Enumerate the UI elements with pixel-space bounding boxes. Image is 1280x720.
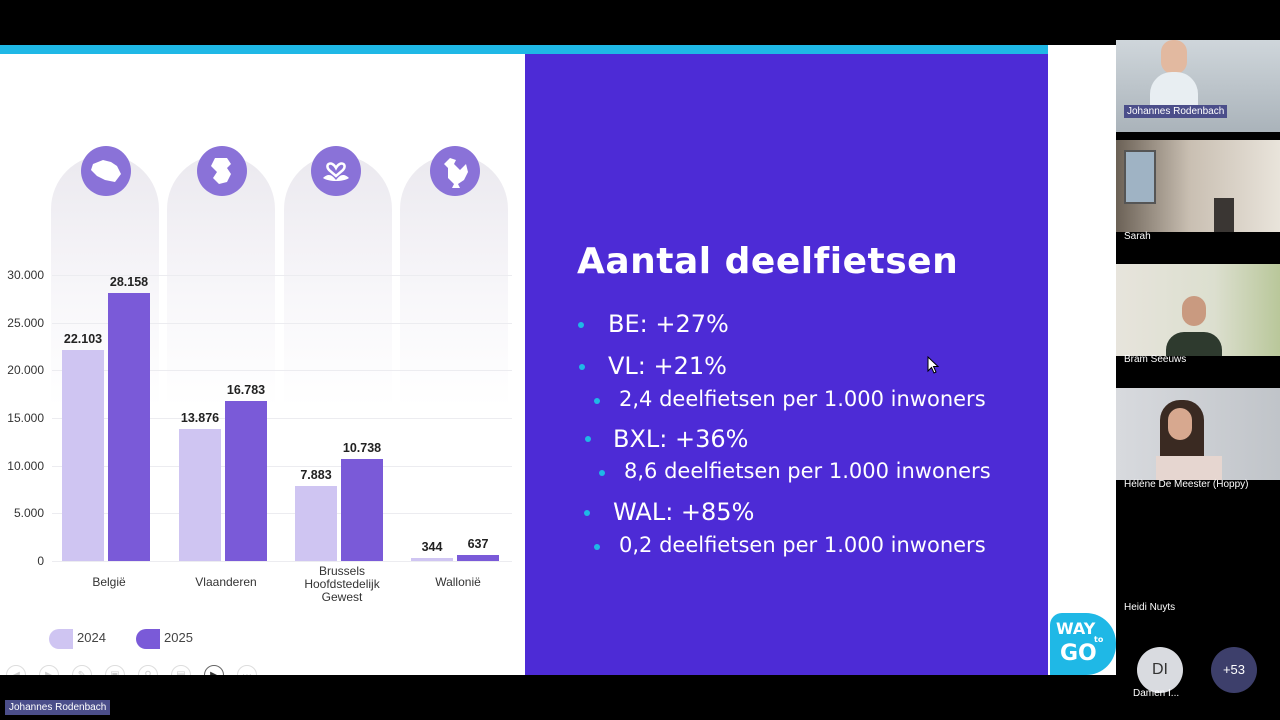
slide-title: Aantal deelfietsen (577, 241, 959, 282)
zoom-icon[interactable]: ⚲ (138, 665, 158, 675)
video-tile-helene[interactable] (1116, 388, 1280, 480)
bullet-vl-detail: 2,4 deelfietsen per 1.000 inwoners (619, 387, 986, 411)
chart-panel: 0 5.000 10.000 15.000 20.000 25.000 30.000 22.1… (0, 54, 525, 675)
category-label: Vlaanderen (195, 575, 257, 589)
bar-2024-1 (179, 428, 221, 561)
bar-2024-0 (62, 350, 104, 561)
y-tick-label: 15.000 (7, 411, 44, 425)
grid-line (52, 561, 512, 562)
category-label: Brussels Hoofdstedelijk Gewest (304, 564, 380, 604)
participant-name: Bram Seeuws (1124, 354, 1187, 365)
grid-line (52, 275, 512, 276)
logo-line-2: GO (1060, 641, 1097, 666)
logo-line-1: WAY (1056, 619, 1096, 638)
video-tile-sarah[interactable] (1116, 140, 1280, 232)
y-tick-label: 30.000 (7, 268, 44, 282)
bullet-vl: VL: +21% (608, 352, 727, 380)
bullet-dot (584, 510, 590, 516)
y-tick-label: 5.000 (13, 506, 44, 521)
participant-name: Sarah (1124, 231, 1151, 242)
legend-label-2024: 2024 (77, 630, 106, 645)
chart-arch (400, 155, 508, 515)
more-participants-button[interactable]: +53 (1211, 647, 1257, 693)
subtitles-icon[interactable]: ▤ (171, 665, 191, 675)
bar-2024-3 (411, 557, 453, 561)
y-tick-label: 0 (37, 554, 44, 568)
prev-slide-icon[interactable]: ◀ (6, 665, 26, 675)
legend-swatch-2025 (136, 629, 160, 649)
next-slide-icon[interactable]: ▶ (39, 665, 59, 675)
belgium-map-icon (81, 146, 131, 196)
walloon-rooster-icon (430, 146, 480, 196)
y-tick-label: 25.000 (7, 315, 44, 330)
camera-icon[interactable]: ▶ (204, 665, 224, 675)
participant-name: Hélène De Meester (Hoppy) (1124, 479, 1249, 490)
bullet-be: BE: +27% (608, 310, 729, 338)
data-label: 637 (467, 536, 489, 551)
data-label: 16.783 (226, 383, 266, 397)
accent-bar (0, 45, 1048, 54)
chart-arch (284, 155, 392, 515)
bullet-dot (599, 470, 605, 476)
grid-line (52, 513, 512, 515)
data-label: 7.883 (300, 467, 332, 482)
participant-name: Johannes Rodenbach (1124, 105, 1228, 118)
grid-line (52, 418, 512, 419)
shared-screen: 0 5.000 10.000 15.000 20.000 25.000 30.000 22.1… (0, 45, 1116, 675)
logo-line-small: to (1094, 635, 1104, 644)
text-panel: Aantal deelfietsen BE: +27% VL: +21% 2,4… (525, 54, 1048, 675)
category-label: België (92, 575, 126, 589)
way-to-go-logo: WAY to GO (1050, 613, 1116, 675)
bullet-dot (594, 544, 600, 550)
bar-2025-1 (225, 401, 267, 561)
legend-swatch-2024 (49, 629, 73, 649)
slides-icon[interactable]: ▣ (105, 665, 125, 675)
video-tile-johannes[interactable] (1116, 40, 1280, 132)
data-label: 344 (421, 539, 443, 554)
presenter-label: Johannes Rodenbach (5, 700, 111, 715)
bullet-wal: WAL: +85% (613, 498, 755, 526)
bullet-dot (594, 398, 600, 404)
bullet-dot (578, 322, 584, 328)
avatar-name: Damen I... (1133, 688, 1180, 699)
data-label: 22.103 (63, 332, 103, 347)
bar-2025-3 (457, 554, 499, 561)
bar-2024-2 (295, 485, 337, 561)
grid-line (52, 465, 512, 467)
bullet-bxl: BXL: +36% (613, 425, 749, 453)
bullet-dot (585, 436, 591, 442)
grid-line (52, 322, 512, 324)
logo-strip: WAY to GO (1048, 45, 1116, 675)
data-label: 28.158 (109, 274, 149, 289)
category-label: Wallonië (435, 575, 481, 589)
data-label: 13.876 (180, 410, 220, 425)
grid-line (52, 370, 512, 372)
y-tick-label: 10.000 (7, 458, 44, 473)
mouse-cursor-icon (927, 356, 940, 374)
flemish-lion-icon (197, 146, 247, 196)
data-label: 10.738 (342, 440, 382, 455)
more-icon[interactable]: ⋯ (237, 665, 257, 675)
brussels-iris-icon (311, 146, 361, 196)
participant-avatar[interactable]: DI (1137, 647, 1183, 693)
bar-2025-2 (341, 458, 383, 561)
participant-name: Heidi Nuyts (1124, 602, 1176, 613)
y-tick-label: 20.000 (7, 363, 44, 378)
video-tile-bram[interactable] (1116, 264, 1280, 356)
bar-2025-0 (108, 292, 150, 561)
pen-icon[interactable]: ✎ (72, 665, 92, 675)
bullet-wal-detail: 0,2 deelfietsen per 1.000 inwoners (619, 533, 986, 557)
bullet-bxl-detail: 8,6 deelfietsen per 1.000 inwoners (624, 459, 991, 483)
legend-label-2025: 2025 (164, 630, 193, 645)
bullet-dot (579, 364, 585, 370)
